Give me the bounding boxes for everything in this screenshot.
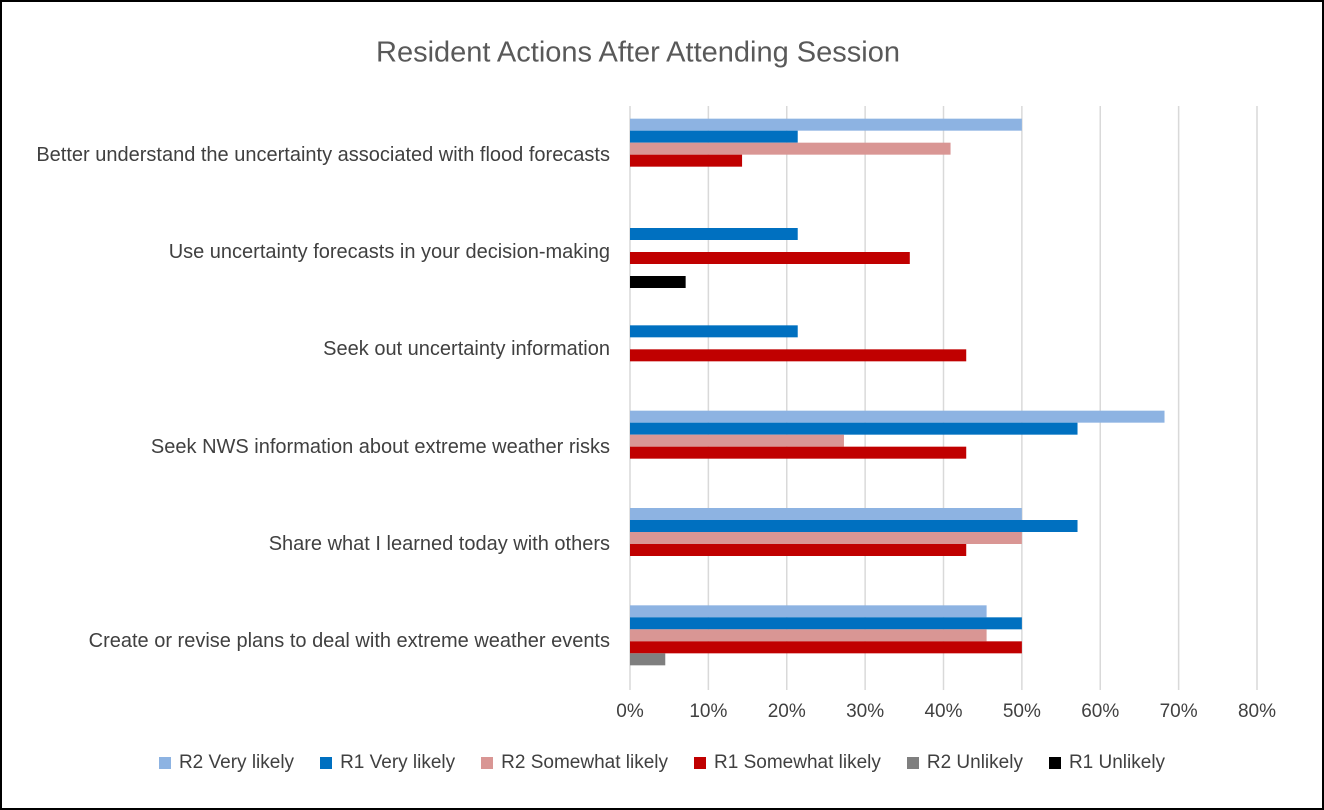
- bar: [630, 325, 798, 338]
- bar: [630, 653, 666, 666]
- legend-item: R2 Very likely: [158, 752, 295, 774]
- legend-label: R1 Unlikely: [1068, 752, 1166, 773]
- legend-label: R1 Somewhat likely: [714, 752, 881, 773]
- legend-item: R1 Very likely: [320, 752, 455, 774]
- bar: [630, 154, 743, 167]
- x-tick-label: 40%: [924, 701, 962, 722]
- category-label: Use uncertainty forecasts in your decisi…: [32, 203, 610, 300]
- category-text: Better understand the uncertainty associ…: [36, 143, 610, 166]
- x-tick-label: 0%: [616, 701, 644, 722]
- category-label: Seek NWS information about extreme weath…: [32, 398, 610, 495]
- bar: [630, 410, 1165, 423]
- category-label: Better understand the uncertainty associ…: [32, 106, 610, 203]
- legend-swatch: [1048, 757, 1061, 769]
- bar: [630, 228, 798, 240]
- x-tick-label: 60%: [1081, 701, 1119, 722]
- legend: R2 Very likely R1 Very likely R2 Somewhat …: [2, 752, 1322, 774]
- bar: [630, 434, 844, 447]
- legend-swatch: [694, 757, 707, 769]
- category-text: Share what I learned today with others: [268, 532, 610, 555]
- x-tick-label: 10%: [689, 701, 727, 722]
- bar: [630, 130, 798, 143]
- chart-title: Resident Actions After Attending Session: [376, 37, 900, 69]
- x-tick-label: 50%: [1003, 701, 1041, 722]
- bar: [630, 544, 967, 556]
- legend-swatch: [158, 757, 171, 769]
- bar: [630, 252, 910, 264]
- category-label: Seek out uncertainty information: [32, 301, 610, 398]
- bar: [630, 508, 1022, 520]
- legend-item: R2 Unlikely: [906, 752, 1023, 774]
- legend-swatch: [320, 757, 333, 769]
- category-label: Share what I learned today with others: [32, 495, 610, 592]
- legend-label: R2 Very likely: [178, 752, 295, 773]
- category-text: Use uncertainty forecasts in your decisi…: [168, 240, 610, 263]
- bar: [630, 118, 1022, 131]
- bar: [630, 629, 987, 642]
- x-tick-label: 80%: [1238, 701, 1276, 722]
- legend-item: R1 Unlikely: [1048, 752, 1166, 774]
- bar: [630, 617, 1022, 630]
- legend-item: R1 Somewhat likely: [694, 752, 881, 774]
- bar: [630, 276, 686, 288]
- bar: [630, 532, 1022, 544]
- category-text: Seek NWS information about extreme weath…: [150, 435, 610, 458]
- bar: [630, 349, 967, 362]
- x-tick-label: 30%: [846, 701, 884, 722]
- category-label: Create or revise plans to deal with extr…: [32, 593, 610, 690]
- bar: [630, 605, 987, 618]
- bar: [630, 422, 1078, 435]
- legend-swatch: [481, 757, 494, 769]
- legend-label: R1 Very likely: [340, 752, 456, 773]
- bar: [630, 520, 1078, 532]
- category-text: Create or revise plans to deal with extr…: [88, 630, 610, 653]
- bar: [630, 641, 1022, 654]
- legend-label: R2 Unlikely: [926, 752, 1023, 773]
- x-tick-label: 70%: [1160, 701, 1198, 722]
- x-tick-label: 20%: [768, 701, 806, 722]
- category-text: Seek out uncertainty information: [323, 338, 610, 361]
- bar: [630, 446, 967, 459]
- legend-item: R2 Somewhat likely: [481, 752, 668, 774]
- legend-swatch: [906, 757, 919, 769]
- legend-label: R2 Somewhat likely: [501, 752, 669, 773]
- bar: [630, 142, 951, 155]
